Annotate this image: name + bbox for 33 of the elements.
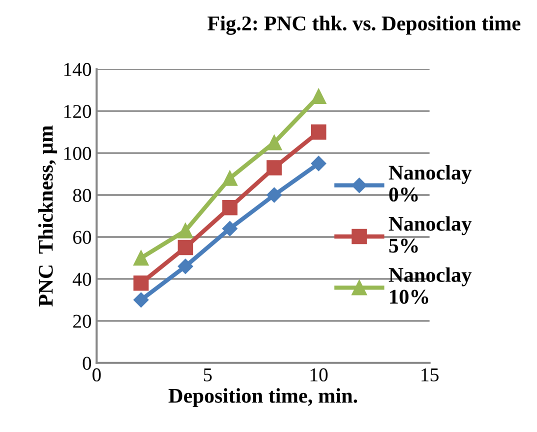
point xyxy=(178,223,194,238)
point xyxy=(266,160,282,176)
y-tick-label: 60 xyxy=(73,230,92,244)
y-tick-label: 120 xyxy=(64,104,92,118)
legend-label: Nanoclay 10% xyxy=(388,267,472,304)
x-tick-label: 0 xyxy=(92,368,101,382)
x-tick-label: 5 xyxy=(204,368,212,382)
point xyxy=(222,200,238,216)
point xyxy=(222,221,238,236)
legend-label: Nanoclay 5% xyxy=(388,216,472,253)
x-tick-label: 10 xyxy=(310,368,328,382)
point xyxy=(133,250,149,266)
y-tick-label: 140 xyxy=(64,62,92,76)
point xyxy=(266,187,282,203)
y-tick-label: 20 xyxy=(73,314,92,328)
point xyxy=(133,276,149,291)
x-axis-title: Deposition time, min. xyxy=(168,388,358,408)
point xyxy=(310,88,326,104)
point xyxy=(178,240,194,256)
point xyxy=(133,292,149,308)
y-tick-label: 100 xyxy=(64,146,92,160)
x-tick-label: 15 xyxy=(422,368,439,382)
y-tick-label: 40 xyxy=(72,272,92,286)
point xyxy=(310,124,326,140)
point xyxy=(222,170,238,186)
point xyxy=(178,258,194,274)
chart-title: Fig.2: PNC thk. vs. Deposition time xyxy=(208,16,520,35)
point xyxy=(311,156,326,172)
y-tick-label: 0 xyxy=(82,356,92,370)
y-tick-label: 80 xyxy=(73,188,92,202)
legend-label: Nanoclay 0% xyxy=(388,165,472,202)
point xyxy=(266,134,282,150)
y-axis-title: PNC Thickness, μm xyxy=(38,126,58,306)
